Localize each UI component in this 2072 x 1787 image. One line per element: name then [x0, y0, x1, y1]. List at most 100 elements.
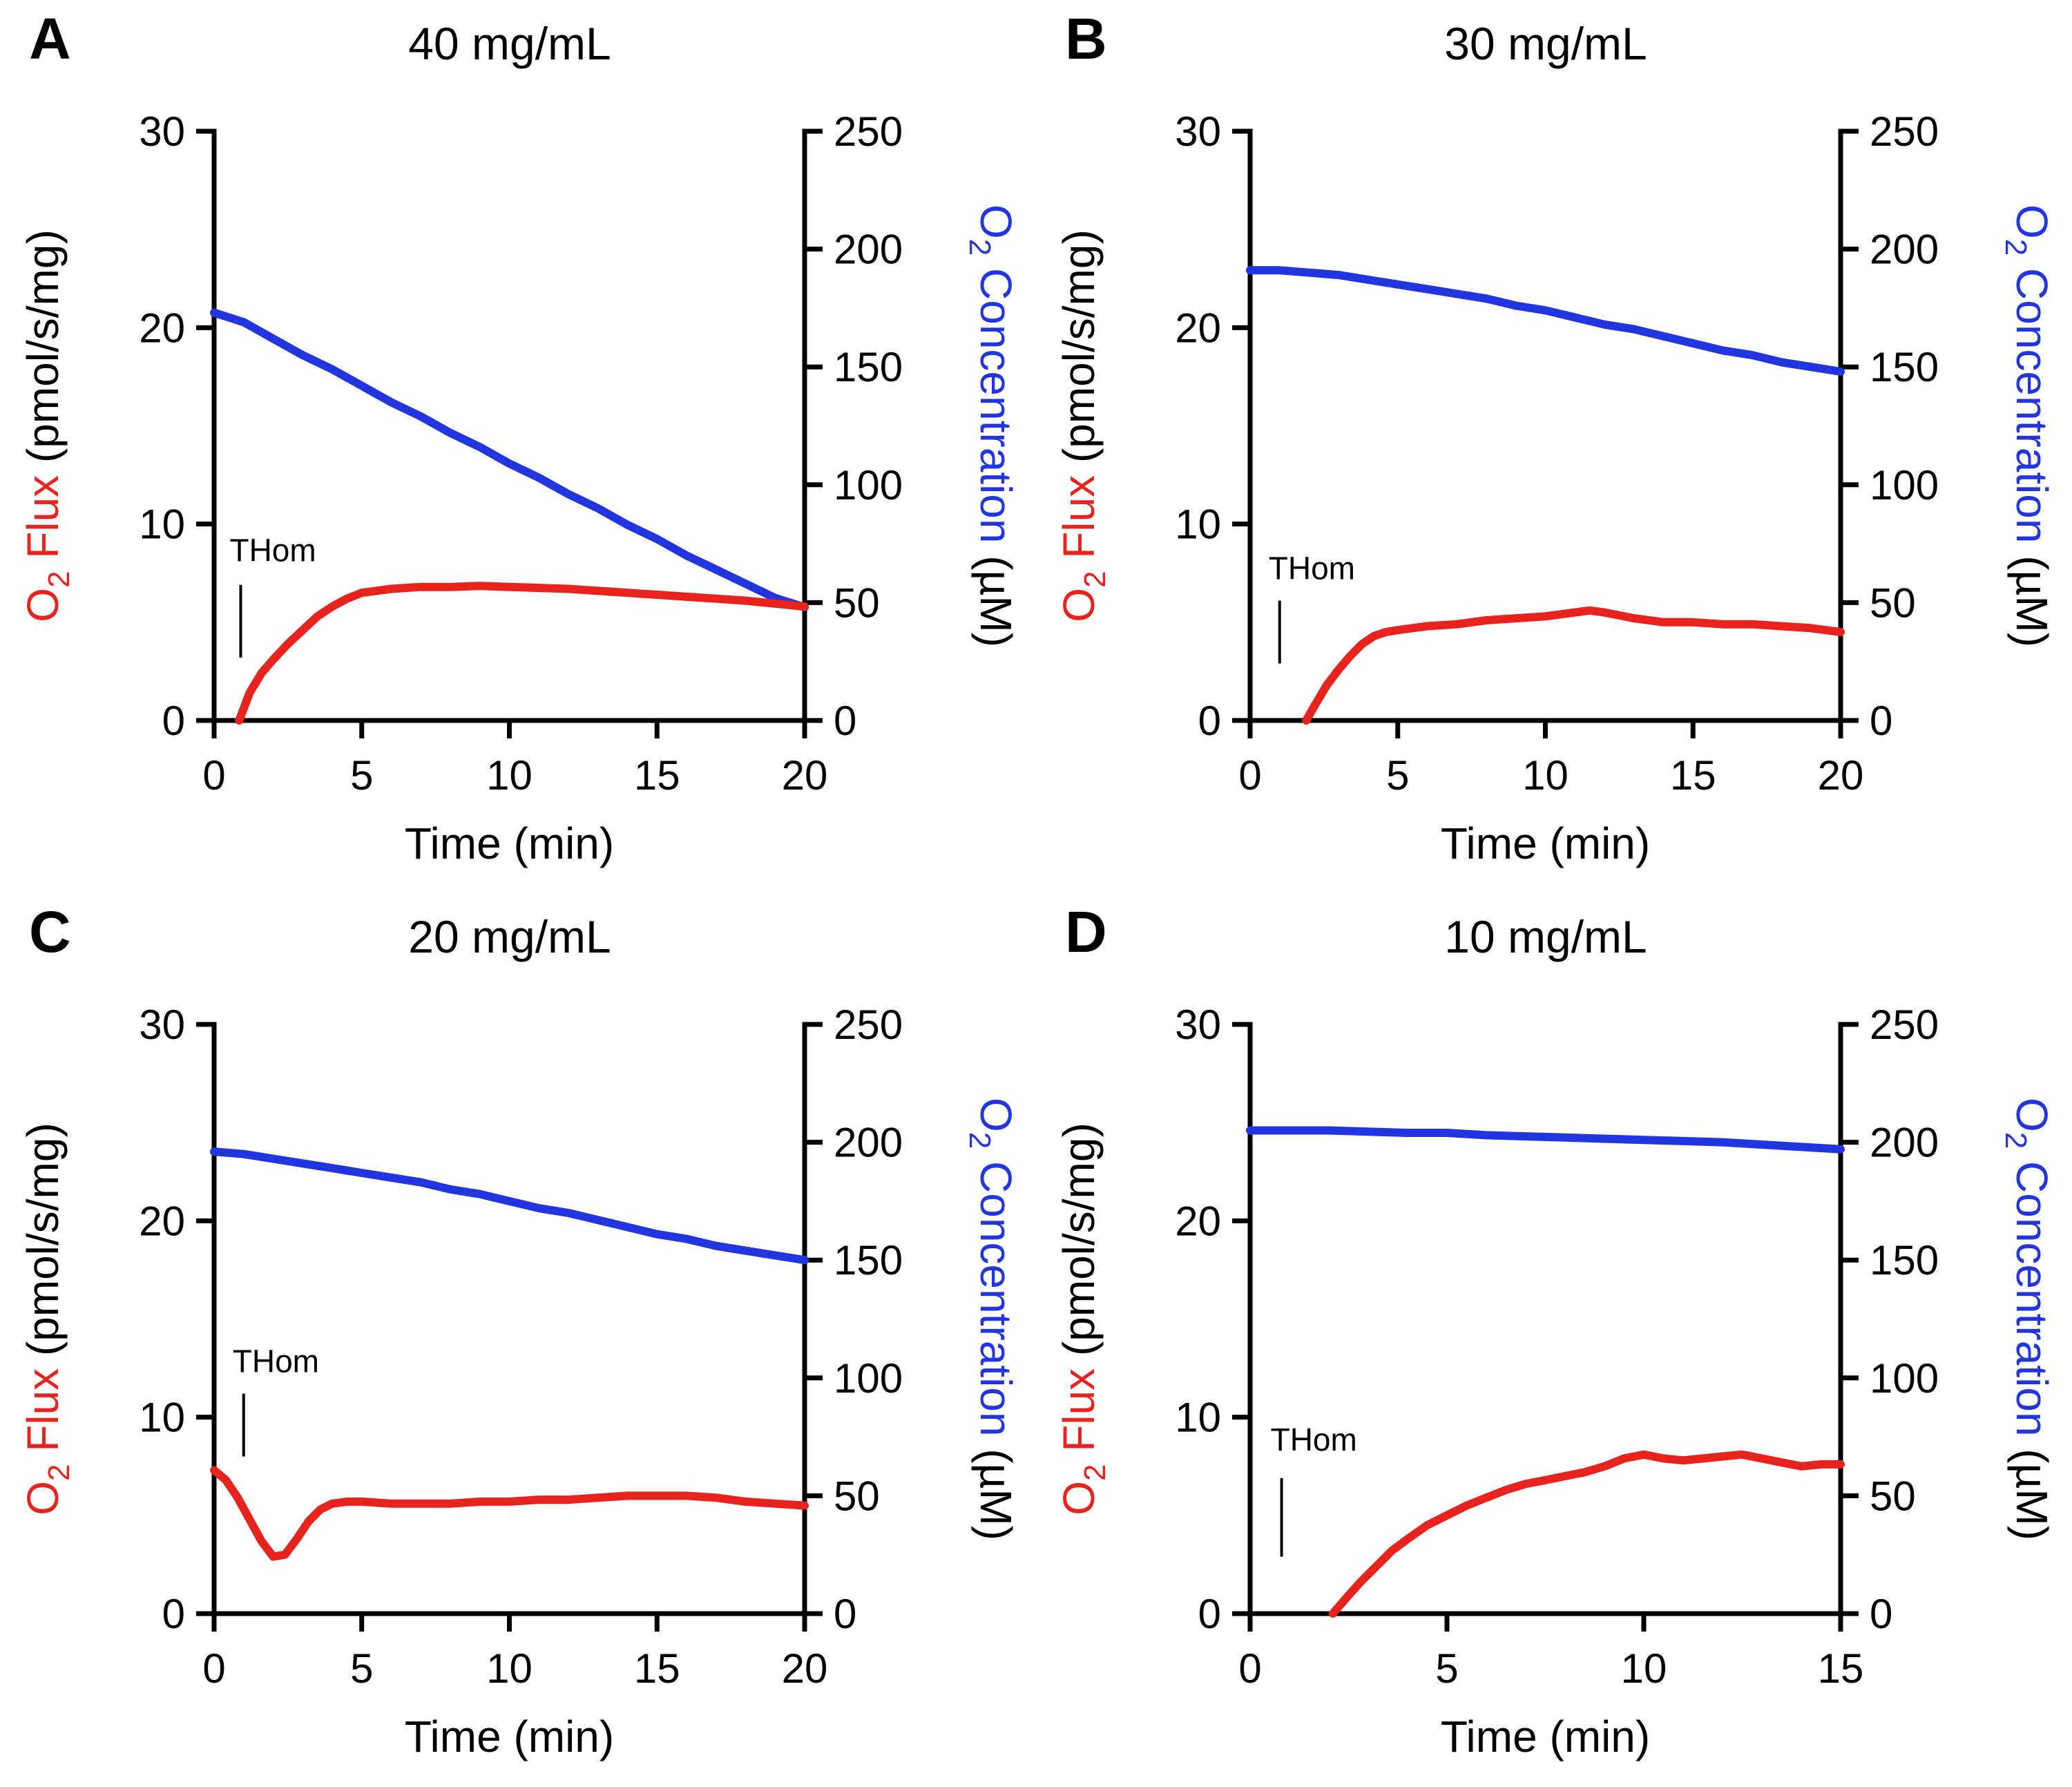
- ytick-left-label: 0: [1198, 1591, 1221, 1637]
- panel-a: A 40 mg/mL 0 10 20 30 0 50 100 150 200 250 0 5 10 15 2…: [0, 0, 1036, 893]
- ytick-right-label: 200: [834, 227, 903, 273]
- tick-labels: 0 10 20 30 0 50 100 150 200 250 0 5 10 15 20: [139, 108, 903, 799]
- ytick-right-label: 0: [834, 1591, 856, 1637]
- ytick-left-label: 30: [1175, 108, 1221, 155]
- ytick-right-label: 0: [1870, 698, 1892, 744]
- xtick-label: 0: [202, 752, 225, 799]
- panel-d-chart: 0 10 20 30 0 50 100 150 200 250 0 5 10 15 THom O2 Flux …: [1054, 1002, 2057, 1761]
- ytick-right-label: 250: [1870, 108, 1939, 155]
- ytick-right-label: 250: [1870, 1002, 1939, 1048]
- panel-d: D 10 mg/mL 0 10 20 30 0 50 100 150 200 250 0 5 10 15 T…: [1036, 893, 2072, 1786]
- ytick-right-label: 50: [1870, 580, 1916, 626]
- ytick-left-label: 0: [1198, 698, 1221, 744]
- thom-label: THom: [1271, 1422, 1357, 1458]
- xtick-label: 15: [1818, 1645, 1864, 1692]
- ytick-right-label: 0: [834, 698, 856, 744]
- ytick-right-label: 200: [1870, 227, 1939, 273]
- xlabel: Time (min): [405, 819, 614, 868]
- xtick-label: 0: [202, 1645, 225, 1692]
- ytick-right-label: 100: [1870, 462, 1939, 508]
- panel-a-title: 40 mg/mL: [408, 18, 611, 69]
- panel-c-letter: C: [29, 899, 71, 964]
- ytick-right-label: 200: [834, 1120, 903, 1166]
- panel-a-chart: 0 10 20 30 0 50 100 150 200 250 0 5 10 15 20 THom O2 Flu…: [18, 108, 1021, 868]
- ytick-right-label: 100: [1870, 1355, 1939, 1402]
- tick-labels: 0 10 20 30 0 50 100 150 200 250 0 5 10 15 20: [1175, 108, 1939, 799]
- panel-c-title: 20 mg/mL: [408, 911, 611, 962]
- xtick-label: 20: [782, 752, 828, 799]
- ytick-right-label: 150: [834, 1237, 903, 1283]
- ytick-left-label: 10: [1175, 501, 1221, 548]
- xtick-label: 10: [1522, 752, 1569, 799]
- panel-b-chart: 0 10 20 30 0 50 100 150 200 250 0 5 10 15 20 THom O2 Flu…: [1054, 108, 2057, 868]
- ylabel-right: O2 Concentration (µM): [1999, 204, 2057, 647]
- series-o2-concentration: [1246, 266, 1845, 376]
- xlabel: Time (min): [1441, 1712, 1650, 1761]
- ytick-right-label: 150: [1870, 1237, 1939, 1283]
- ytick-right-label: 100: [834, 462, 903, 508]
- xtick-label: 5: [350, 1645, 373, 1692]
- series-o2-concentration: [210, 1147, 809, 1265]
- xtick-label: 15: [634, 752, 680, 799]
- axes: [1247, 128, 1843, 723]
- ylabel-right: O2 Concentration (µM): [1999, 1098, 2057, 1540]
- ytick-right-label: 150: [1870, 344, 1939, 390]
- thom-label: THom: [233, 1343, 319, 1379]
- thom-annotation: THom: [1269, 550, 1355, 664]
- ytick-right-label: 0: [1870, 1591, 1892, 1637]
- ytick-right-label: 100: [834, 1355, 903, 1402]
- ylabel-left: O2 Flux (pmol/s/mg): [1054, 229, 1112, 622]
- xtick-label: 15: [634, 1645, 680, 1692]
- panel-c: C 20 mg/mL 0 10 20 30 0 50 100 150 200 250 0 5 10 15 2…: [0, 893, 1036, 1786]
- ytick-right-label: 50: [834, 580, 880, 626]
- ytick-right-label: 250: [834, 1002, 903, 1048]
- ylabel-right: O2 Concentration (µM): [963, 1098, 1021, 1540]
- xtick-label: 0: [1238, 752, 1261, 799]
- series-o2-flux: [1328, 1450, 1845, 1618]
- ytick-left-label: 10: [139, 501, 185, 548]
- tick-marks: [1232, 128, 1859, 738]
- ytick-left-label: 20: [1175, 1198, 1221, 1244]
- tick-labels: 0 10 20 30 0 50 100 150 200 250 0 5 10 15 20: [139, 1002, 903, 1692]
- axes: [1247, 1022, 1843, 1616]
- panel-c-chart: 0 10 20 30 0 50 100 150 200 250 0 5 10 15 20 THom O2 Flu…: [18, 1002, 1021, 1761]
- series-o2-flux: [1302, 606, 1845, 725]
- thom-label: THom: [229, 533, 316, 568]
- ylabel-left: O2 Flux (pmol/s/mg): [18, 1122, 76, 1516]
- xlabel: Time (min): [1441, 819, 1650, 868]
- thom-label: THom: [1269, 550, 1355, 586]
- panel-a-letter: A: [29, 6, 71, 71]
- series-o2-concentration: [210, 308, 809, 612]
- series-o2-flux: [235, 582, 809, 725]
- xtick-label: 5: [350, 752, 373, 799]
- tick-marks: [1232, 1022, 1859, 1632]
- thom-annotation: THom: [1271, 1422, 1357, 1557]
- ytick-right-label: 50: [834, 1473, 880, 1519]
- ytick-left-label: 10: [1175, 1395, 1221, 1441]
- thom-annotation: THom: [229, 533, 316, 658]
- ytick-left-label: 20: [139, 1198, 185, 1244]
- ytick-right-label: 200: [1870, 1120, 1939, 1166]
- ytick-left-label: 30: [1175, 1002, 1221, 1048]
- xlabel: Time (min): [405, 1712, 614, 1761]
- xtick-label: 15: [1670, 752, 1716, 799]
- series-o2-flux: [210, 1466, 809, 1561]
- ytick-left-label: 20: [1175, 305, 1221, 351]
- panel-b-letter: B: [1065, 6, 1107, 71]
- ytick-left-label: 20: [139, 305, 185, 351]
- ytick-right-label: 50: [1870, 1473, 1916, 1519]
- ytick-left-label: 30: [139, 1002, 185, 1048]
- xtick-label: 10: [486, 752, 533, 799]
- ytick-left-label: 10: [139, 1395, 185, 1441]
- panel-d-letter: D: [1065, 899, 1107, 964]
- ytick-left-label: 30: [139, 108, 185, 155]
- tick-labels: 0 10 20 30 0 50 100 150 200 250 0 5 10 15: [1175, 1002, 1939, 1692]
- tick-marks: [196, 128, 823, 738]
- tick-marks: [196, 1022, 823, 1632]
- xtick-label: 5: [1386, 752, 1409, 799]
- xtick-label: 20: [1818, 752, 1864, 799]
- ylabel-left: O2 Flux (pmol/s/mg): [1054, 1122, 1112, 1516]
- xtick-label: 10: [1621, 1645, 1667, 1692]
- ytick-right-label: 250: [834, 108, 903, 155]
